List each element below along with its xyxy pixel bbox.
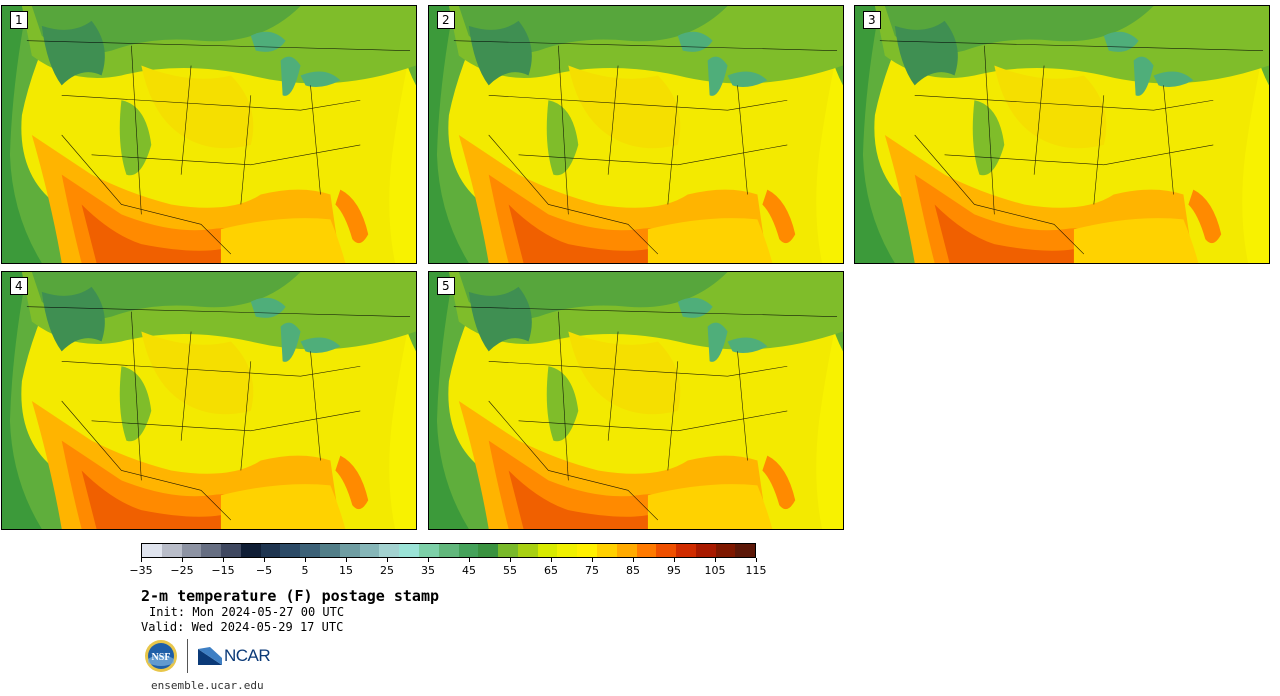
- colorbar-tick: [305, 558, 306, 562]
- colorbar-tick: [141, 558, 142, 562]
- colorbar-tick: [756, 558, 757, 562]
- colorbar-cell: [596, 544, 617, 557]
- ncar-logo: NCAR: [197, 646, 271, 666]
- colorbar-cell: [142, 544, 162, 557]
- colorbar-tick: [510, 558, 511, 562]
- colorbar-tick-label: 45: [462, 564, 476, 577]
- colorbar-tick-label: 25: [380, 564, 394, 577]
- colorbar-tick-label: 65: [544, 564, 558, 577]
- colorbar-tick: [387, 558, 388, 562]
- colorbar-cell: [715, 544, 736, 557]
- colorbar-ticks: −35 −25 −15 −5 5 15 25 35 45 55 65 75 85 95 105 115: [129, 558, 767, 578]
- colorbar-cell: [656, 544, 677, 557]
- colorbar-cell: [339, 544, 360, 557]
- colorbar-cell: [320, 544, 340, 557]
- colorbar-tick: [223, 558, 224, 562]
- colorbar-tick-label: −15: [211, 564, 235, 577]
- colorbar-tick-label: −35: [129, 564, 153, 577]
- colorbar-tick: [715, 558, 716, 562]
- colorbar-cell: [498, 544, 518, 557]
- colorbar-tick: [264, 558, 265, 562]
- init-time: Init: Mon 2024-05-27 00 UTC: [149, 605, 345, 619]
- colorbar-tick: [674, 558, 675, 562]
- colorbar-tick-label: 85: [626, 564, 640, 577]
- colorbar-tick-label: 15: [339, 564, 353, 577]
- ensemble-member-map-3: 3: [854, 5, 1270, 264]
- colorbar-cell: [695, 544, 716, 557]
- colorbar-cell: [359, 544, 380, 557]
- temperature-map: [2, 272, 416, 529]
- logo-row: NSF NCAR: [144, 638, 271, 674]
- colorbar-cell: [438, 544, 459, 557]
- colorbar-cell: [458, 544, 479, 557]
- colorbar-tick-label: 55: [503, 564, 517, 577]
- colorbar-cell: [616, 544, 637, 557]
- colorbar-tick: [469, 558, 470, 562]
- temperature-map: [855, 6, 1269, 263]
- colorbar-cell: [676, 544, 696, 557]
- colorbar-cell: [260, 544, 281, 557]
- colorbar-cell: [537, 544, 558, 557]
- site-url: ensemble.ucar.edu: [151, 679, 264, 692]
- colorbar-cell: [300, 544, 321, 557]
- colorbar-cell: [636, 544, 657, 557]
- colorbar-cell: [517, 544, 538, 557]
- temperature-map: [429, 6, 843, 263]
- colorbar-tick-label: −25: [170, 564, 194, 577]
- figure-title: 2-m temperature (F) postage stamp: [141, 587, 440, 605]
- ensemble-member-map-5: 5: [428, 271, 844, 530]
- logo-divider: [187, 639, 188, 673]
- colorbar-cell: [201, 544, 222, 557]
- colorbar-tick-label: −5: [255, 564, 273, 577]
- member-number-label: 5: [437, 277, 455, 295]
- colorbar-tick-label: 105: [704, 564, 726, 577]
- colorbar-cell: [577, 544, 597, 557]
- colorbar-cell: [181, 544, 202, 557]
- svg-text:NSF: NSF: [152, 652, 171, 663]
- colorbar-tick: [346, 558, 347, 562]
- colorbar-cell: [735, 544, 756, 557]
- colorbar-cell: [221, 544, 241, 557]
- member-number-label: 3: [863, 11, 881, 29]
- nsf-logo-icon: NSF: [145, 640, 177, 672]
- colorbar-tick-label: 95: [667, 564, 681, 577]
- colorbar-tick-label: 75: [585, 564, 599, 577]
- member-number-label: 2: [437, 11, 455, 29]
- colorbar-tick: [633, 558, 634, 562]
- colorbar-tick-label: 35: [421, 564, 435, 577]
- colorbar-cell: [161, 544, 182, 557]
- temperature-map: [2, 6, 416, 263]
- colorbar-cell: [478, 544, 499, 557]
- valid-time: Valid: Wed 2024-05-29 17 UTC: [141, 620, 344, 634]
- colorbar-cell: [399, 544, 419, 557]
- member-number-label: 1: [10, 11, 28, 29]
- colorbar-cell: [240, 544, 261, 557]
- member-number-label: 4: [10, 277, 28, 295]
- colorbar-cell: [280, 544, 301, 557]
- colorbar-tick: [182, 558, 183, 562]
- colorbar-cell: [418, 544, 439, 557]
- ncar-text: NCAR: [224, 646, 271, 665]
- colorbar-cell: [379, 544, 400, 557]
- colorbar-tick: [551, 558, 552, 562]
- ensemble-member-map-4: 4: [1, 271, 417, 530]
- colorbar-tick: [428, 558, 429, 562]
- ensemble-member-map-1: 1: [1, 5, 417, 264]
- colorbar-tick-label: 5: [301, 564, 309, 577]
- temperature-colorbar: [141, 543, 756, 558]
- colorbar-tick: [592, 558, 593, 562]
- colorbar-tick-label: 115: [745, 564, 767, 577]
- ncar-mark-icon: [198, 647, 222, 665]
- temperature-map: [429, 272, 843, 529]
- colorbar-cell: [557, 544, 578, 557]
- ensemble-member-map-2: 2: [428, 5, 844, 264]
